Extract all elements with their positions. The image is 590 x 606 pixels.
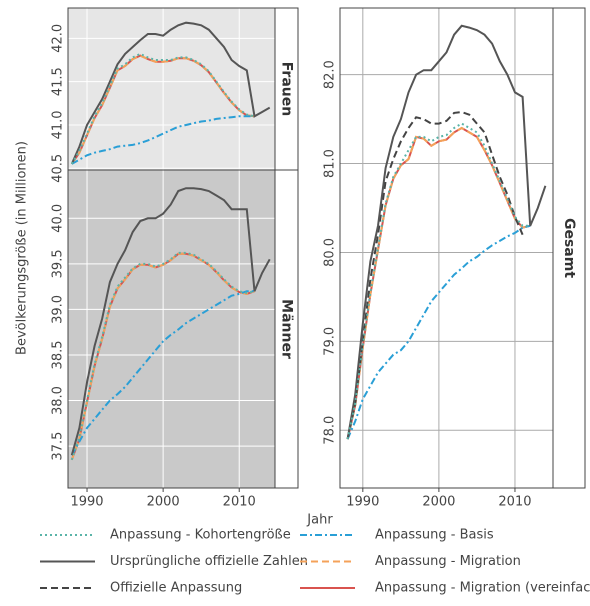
y-tick-label: 40.0: [51, 204, 66, 233]
y-tick-label: 82.0: [323, 60, 338, 89]
strip: [274, 169, 299, 489]
legend-label: Ursprüngliche offizielle Zahlen: [110, 554, 308, 569]
strip-label: Männer: [279, 299, 295, 359]
y-tick-label: 42.0: [51, 24, 66, 53]
legend-label: Anpassung - Migration: [375, 554, 521, 569]
panel-background: [340, 8, 553, 488]
x-tick-label: 1990: [70, 495, 103, 510]
series-line: [346, 24, 547, 440]
legend-label: Anpassung - Basis: [375, 528, 494, 543]
x-tick-label: 2010: [223, 495, 256, 510]
legend-label: Anpassung - Migration (vereinfacht): [375, 581, 590, 596]
y-tick-label: 81.0: [323, 149, 338, 178]
series-line: [346, 224, 531, 440]
x-tick-label: 2000: [147, 495, 180, 510]
y-tick-label: 41.0: [51, 110, 66, 139]
strip-label: Frauen: [279, 62, 295, 116]
series-line: [70, 251, 255, 461]
strip: [552, 7, 586, 489]
series-line: [346, 122, 531, 440]
panel-background: [68, 8, 275, 170]
y-axis-label: Bevölkerungsgröße (in Millionen): [15, 141, 30, 355]
y-tick-label: 79.0: [323, 327, 338, 356]
x-tick-label: 1990: [346, 495, 379, 510]
y-tick-label: 39.5: [51, 249, 66, 278]
y-tick-label: 37.5: [51, 432, 66, 461]
x-axis-label: Jahr: [306, 513, 333, 528]
x-tick-label: 2010: [498, 495, 531, 510]
legend-label: Offizielle Anpassung: [110, 581, 242, 596]
series-line: [346, 110, 524, 440]
y-tick-label: 41.5: [51, 67, 66, 96]
legend-label: Anpassung - Kohortengröße: [110, 528, 291, 543]
y-tick-label: 78.0: [323, 416, 338, 445]
y-tick-label: 39.0: [51, 295, 66, 324]
y-tick-label: 38.0: [51, 386, 66, 415]
panel-background: [68, 170, 275, 488]
series-line: [70, 187, 271, 456]
x-tick-label: 2000: [422, 495, 455, 510]
series-line: [70, 21, 271, 165]
y-tick-label: 40.5: [51, 154, 66, 183]
series-line: [70, 290, 255, 456]
series-line: [71, 115, 255, 165]
strip-label: Gesamt: [561, 218, 577, 278]
y-tick-label: 38.5: [51, 340, 66, 369]
y-tick-label: 80.0: [323, 238, 338, 267]
